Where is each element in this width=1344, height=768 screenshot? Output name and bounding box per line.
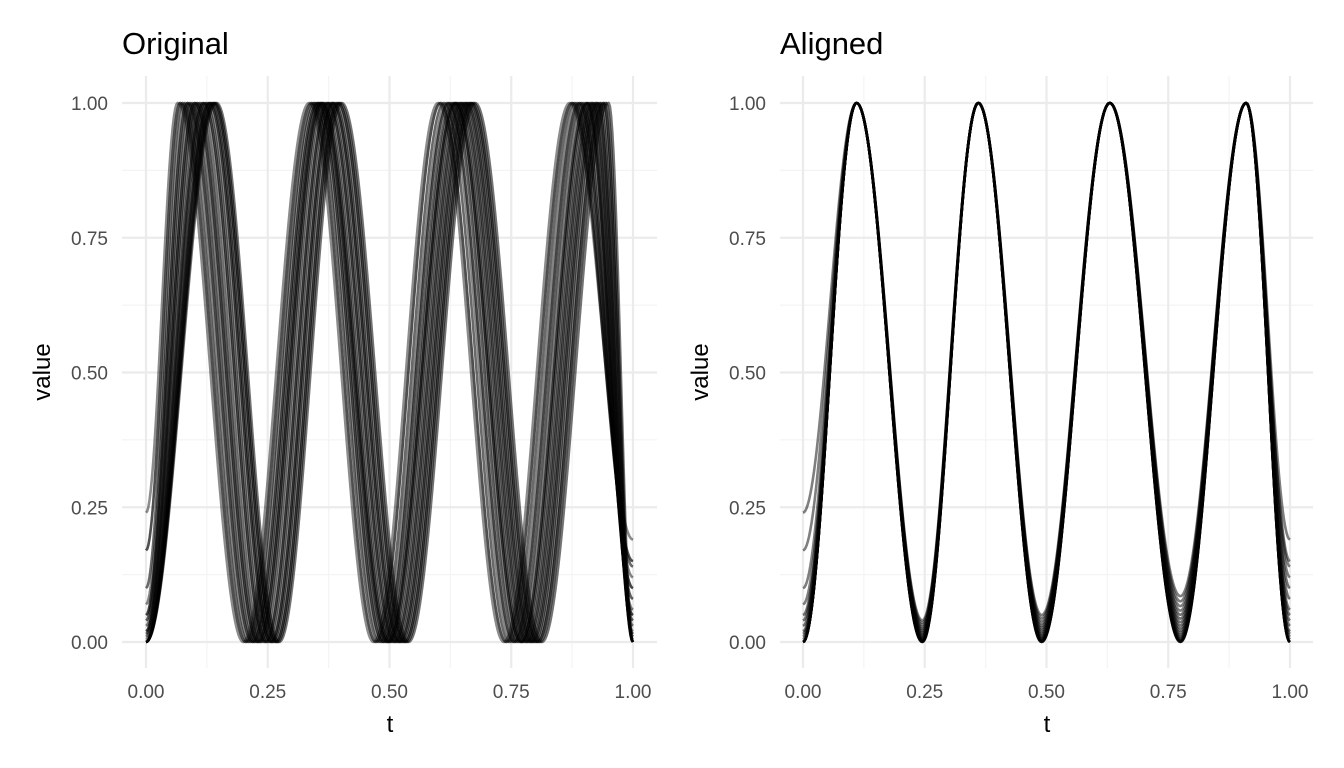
y-tick-label: 0.50 [71,364,108,385]
x-tick-label: 1.00 [615,682,652,703]
x-tick-label: 0.75 [493,682,530,703]
y-tick-label: 1.00 [71,94,108,115]
series-line [145,101,634,644]
y-tick-label: 0.00 [729,633,766,654]
series-lines [144,101,635,644]
series-line [145,101,634,644]
y-tick-labels: 0.00 0.25 0.50 0.75 1.00 [729,94,766,654]
y-tick-label: 0.00 [71,633,108,654]
x-tick-label: 0.25 [906,682,943,703]
x-axis-label: t [1044,711,1051,738]
y-axis-label: value [29,343,56,400]
x-axis-label: t [387,711,394,738]
x-tick-labels: 0.00 0.25 0.50 0.75 1.00 [128,682,652,703]
y-tick-label: 0.25 [729,498,766,519]
panel-original: Original 0.000.250.500.751.00 0.00 0.25 0.… [29,26,657,738]
y-tick-label: 0.75 [71,229,108,250]
x-tick-label: 0.00 [785,682,822,703]
series-line [145,101,634,644]
x-tick-label: 0.75 [1150,682,1187,703]
panel-aligned: Aligned 0.00 0.25 0.50 0.75 1.00 0.00 0.25 0.5… [687,26,1313,738]
grid [780,76,1313,668]
y-tick-labels: 0.00 0.25 0.50 0.75 1.00 [71,94,108,654]
y-tick-label: 0.50 [729,364,766,385]
x-tick-label: 0.50 [1028,682,1065,703]
chart-title: Aligned [780,26,883,61]
x-tick-label: 0.25 [249,682,286,703]
y-tick-label: 0.25 [71,498,108,519]
x-tick-labels: 0.00 0.25 0.50 0.75 1.00 [785,682,1309,703]
x-tick-label: 1.00 [1272,682,1309,703]
x-tick-label: 0.00 [128,682,165,703]
series-line [145,101,634,644]
series-line [145,101,634,644]
series-line [802,101,1291,644]
series-line [145,101,635,644]
series-line [145,101,635,644]
series-lines [802,101,1291,644]
y-axis-label: value [687,343,714,400]
y-tick-label: 1.00 [729,94,766,115]
y-tick-label: 0.75 [729,229,766,250]
series-line [145,101,635,644]
series-line [145,101,635,644]
x-tick-label: 0.50 [371,682,408,703]
chart-title: Original [122,26,229,61]
series-line [145,101,635,644]
series-line [145,101,634,644]
series-line [145,101,635,644]
